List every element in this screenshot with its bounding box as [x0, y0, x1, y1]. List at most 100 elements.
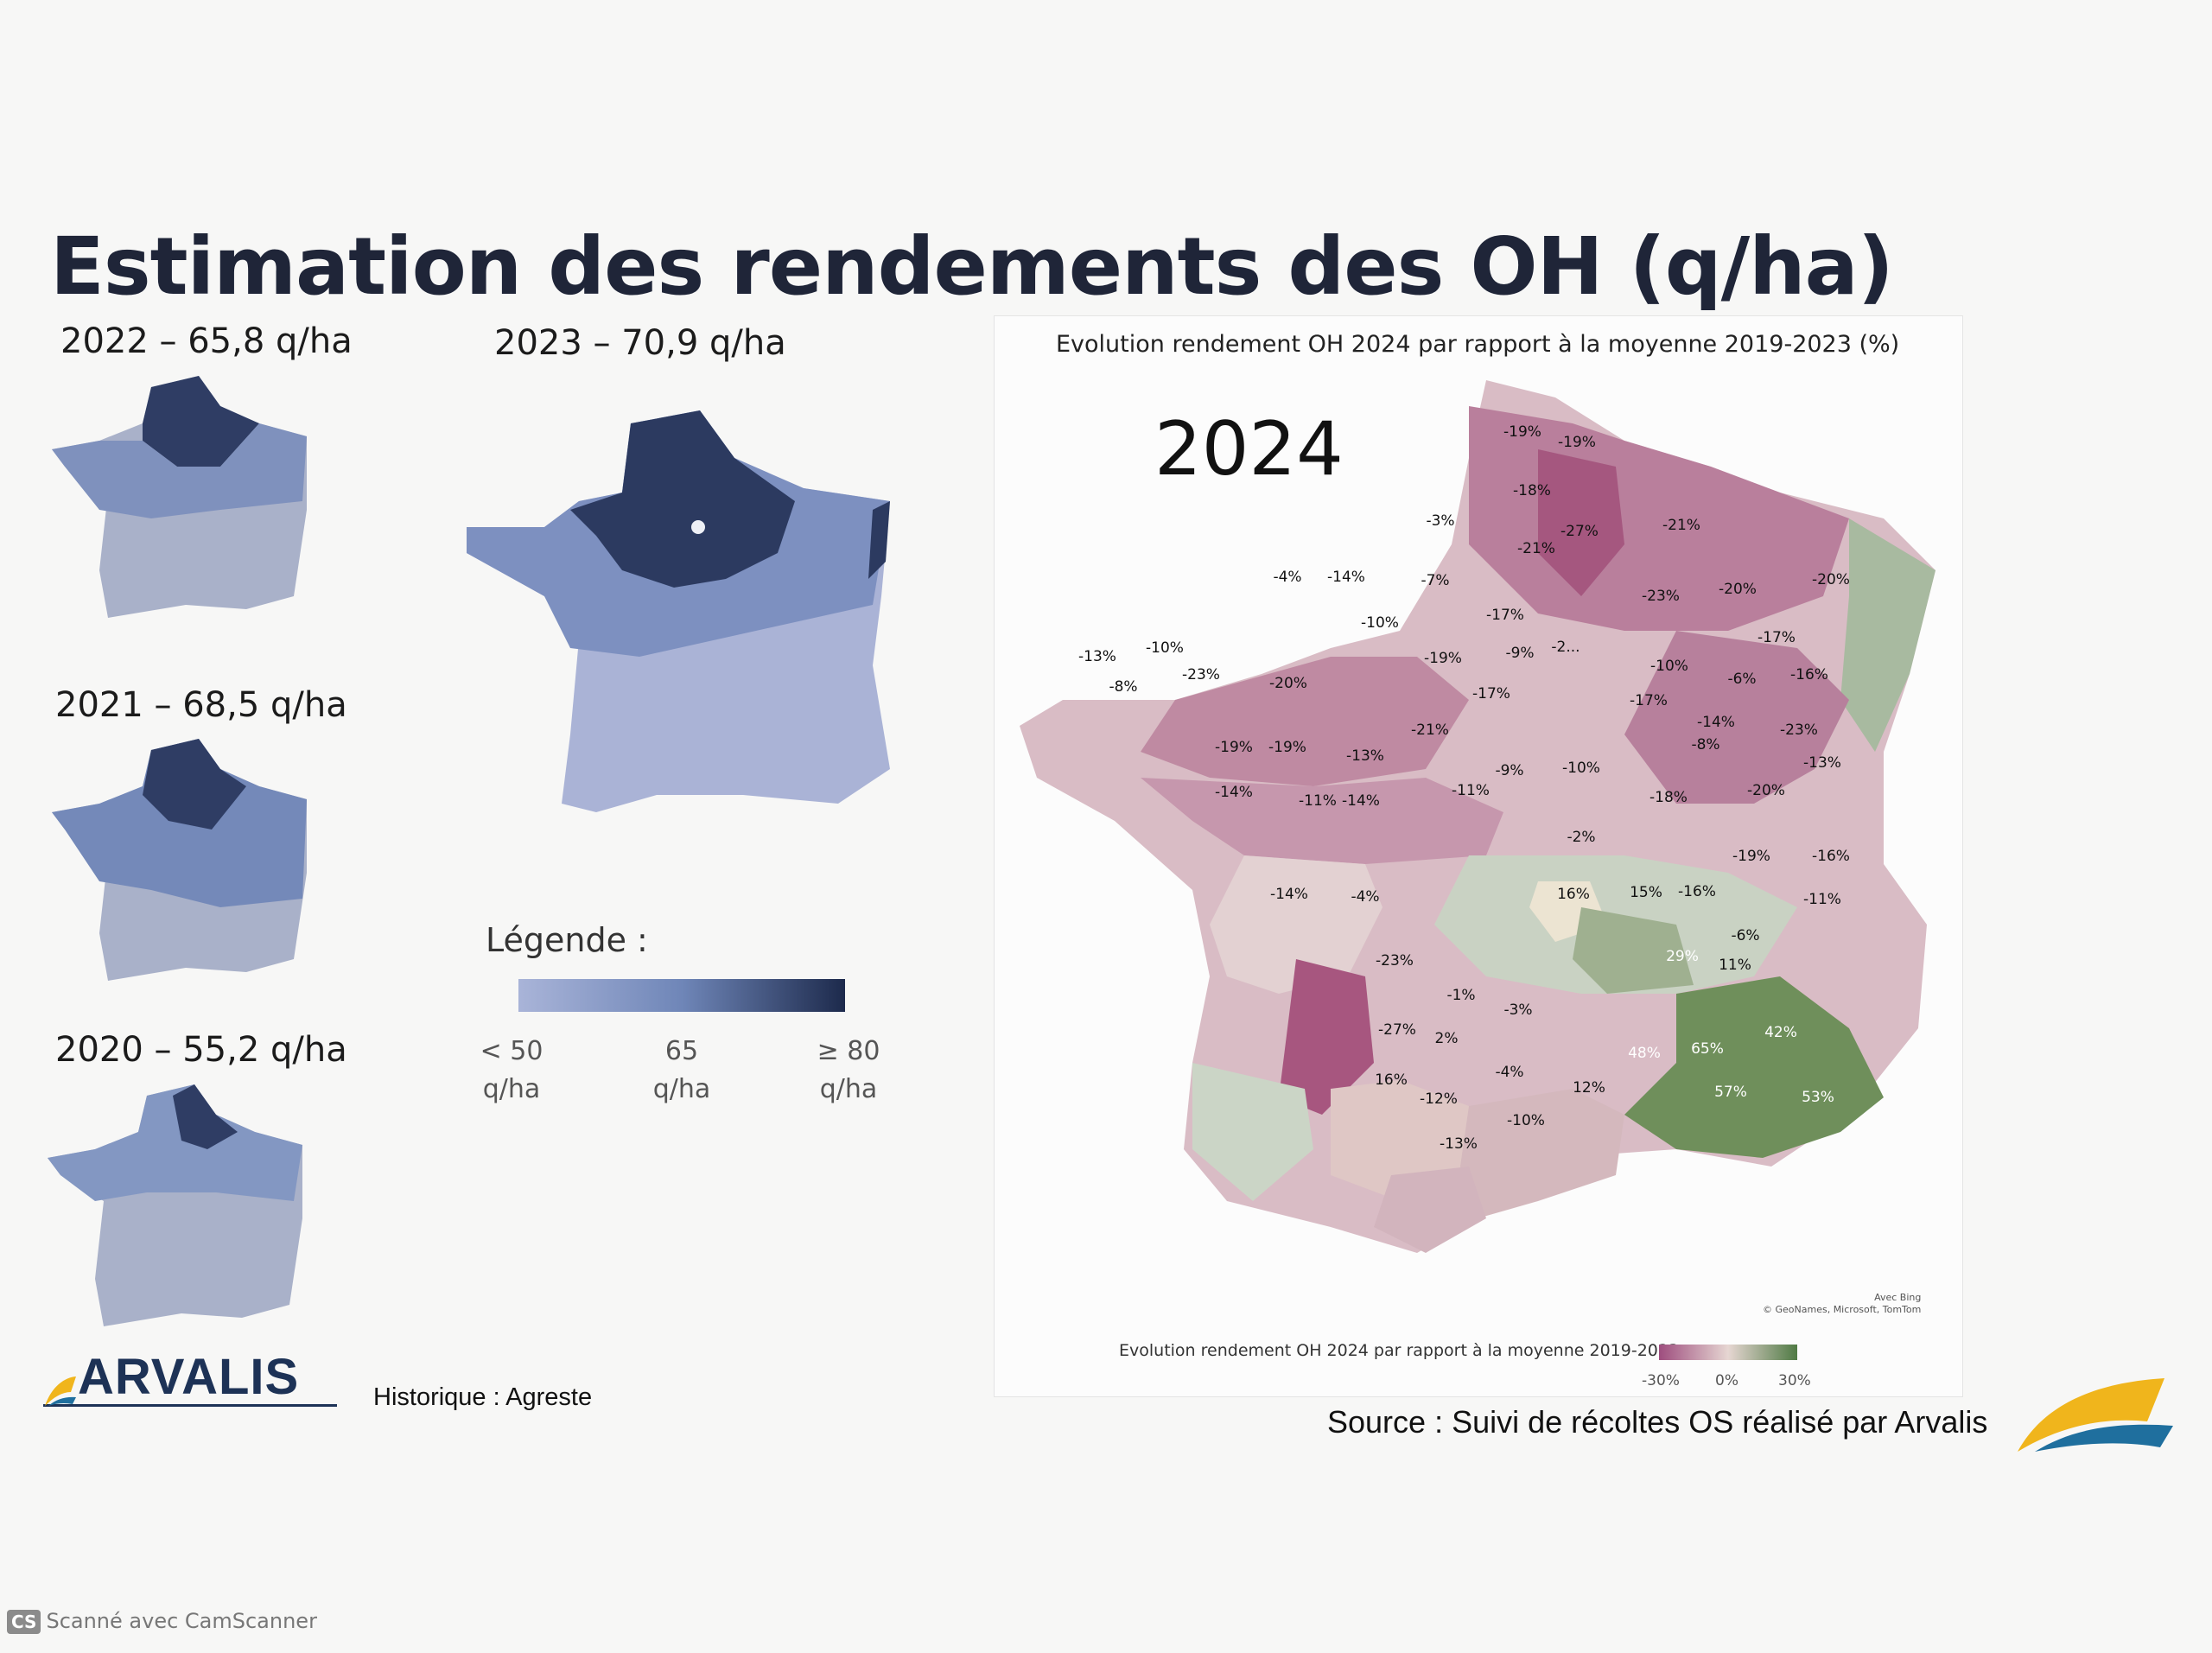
map-2024-title: Evolution rendement OH 2024 par rapport … [1056, 331, 1900, 358]
map-label-2020: 2020 – 55,2 q/ha [55, 1030, 347, 1070]
legend-mid-value: 65 [664, 1036, 699, 1066]
legend-mid-label: 65 q/ha [630, 1033, 734, 1109]
department-value-label: -17% [1486, 607, 1524, 624]
arvalis-logo-icon [45, 1376, 76, 1406]
department-value-label: -12% [1420, 1090, 1458, 1108]
map-2023 [467, 410, 890, 812]
department-value-label: 12% [1573, 1079, 1605, 1097]
scale-mid: 0% [1715, 1372, 1738, 1389]
map-label-2023: 2023 – 70,9 q/ha [494, 323, 786, 363]
department-value-label: -16% [1812, 848, 1850, 865]
department-value-label: 65% [1691, 1040, 1724, 1058]
department-value-label: -19% [1424, 650, 1462, 667]
department-value-label: -23% [1780, 722, 1818, 739]
department-value-label: -21% [1411, 722, 1449, 739]
department-value-label: -23% [1376, 952, 1414, 970]
legend-high-unit: q/ha [819, 1074, 878, 1104]
department-value-label: -1% [1446, 987, 1475, 1004]
department-value-label: -27% [1378, 1021, 1416, 1039]
department-value-label: -10% [1146, 639, 1184, 657]
department-value-label: -19% [1268, 739, 1306, 756]
legend-low-value: < 50 [480, 1036, 543, 1066]
department-value-label: -2% [1567, 829, 1595, 846]
historique-text: Historique : Agreste [373, 1383, 593, 1411]
department-value-label: -18% [1649, 789, 1688, 806]
department-value-label: -9% [1495, 762, 1523, 779]
department-value-label: 53% [1802, 1089, 1834, 1106]
department-value-label: 11% [1719, 957, 1751, 974]
department-value-label: -16% [1678, 883, 1716, 900]
arvalis-swoosh-icon [2018, 1378, 2173, 1452]
department-value-label: -11% [1803, 891, 1841, 908]
map-label-2022: 2022 – 65,8 q/ha [60, 321, 353, 361]
legend-title: Légende : [486, 921, 648, 959]
department-value-label: -17% [1472, 685, 1510, 703]
department-value-label: -8% [1691, 736, 1719, 753]
department-value-label: -17% [1758, 629, 1796, 646]
department-value-label: -11% [1452, 782, 1490, 799]
department-value-label: -20% [1269, 675, 1307, 692]
department-value-label: -14% [1215, 784, 1253, 801]
department-value-label: -6% [1731, 927, 1759, 944]
department-value-label: -13% [1440, 1135, 1478, 1153]
department-value-label: -17% [1630, 692, 1668, 709]
department-value-label: 42% [1764, 1024, 1797, 1041]
scale-min: -30% [1642, 1372, 1680, 1389]
camscanner-badge: CS [7, 1610, 41, 1634]
bottom-legend-title: Evolution rendement OH 2024 par rapport … [1119, 1341, 1680, 1360]
department-value-label: -14% [1342, 792, 1380, 810]
department-value-label: 2% [1435, 1030, 1459, 1047]
department-value-label: -3% [1426, 512, 1454, 530]
department-value-label: -4% [1351, 888, 1379, 906]
department-value-label: -4% [1273, 569, 1301, 586]
source-text: Source : Suivi de récoltes OS réalisé pa… [1327, 1404, 1988, 1440]
legend-low-unit: q/ha [482, 1074, 541, 1104]
department-value-label: -23% [1642, 588, 1680, 605]
camscanner-text: Scanné avec CamScanner [46, 1609, 317, 1633]
department-value-label: -19% [1732, 848, 1770, 865]
camscanner-watermark: CS Scanné avec CamScanner [7, 1609, 317, 1634]
arvalis-logo: ARVALIS [43, 1348, 337, 1407]
department-value-label: -20% [1747, 782, 1785, 799]
department-value-label: -8% [1109, 678, 1137, 696]
legend-high-value: ≥ 80 [817, 1036, 880, 1066]
department-value-label: -9% [1505, 645, 1534, 662]
department-value-label: 15% [1630, 884, 1662, 901]
department-value-label: 16% [1375, 1071, 1408, 1089]
legend-gradient-bar [518, 979, 845, 1012]
map-credit-line1: Avec Bing [1874, 1292, 1922, 1303]
department-value-label: -4% [1495, 1064, 1523, 1081]
department-value-label: -10% [1361, 614, 1399, 632]
map-2022 [52, 376, 307, 618]
department-value-label: -21% [1662, 517, 1700, 534]
map-credit: Avec Bing © GeoNames, Microsoft, TomTom [1763, 1292, 1921, 1316]
department-value-label: -10% [1650, 658, 1688, 675]
department-value-label: -27% [1560, 523, 1599, 540]
department-value-label: 57% [1714, 1084, 1747, 1101]
department-value-label: -10% [1562, 760, 1600, 777]
department-value-label: -2... [1551, 639, 1580, 656]
legend-low-label: < 50 q/ha [460, 1033, 563, 1109]
map-2024: -19% -19% -18% -3% -27% -21% -21% -4% -14% -7% -23… [1020, 380, 1936, 1253]
department-labels: -19% -19% -18% -3% -27% -21% -21% -4% -14% -7% -23… [1078, 423, 1850, 1153]
department-value-label: -13% [1803, 754, 1841, 772]
department-value-label: -13% [1078, 648, 1116, 665]
department-value-label: -7% [1421, 572, 1449, 589]
department-value-label: -14% [1270, 886, 1308, 903]
department-value-label: -3% [1503, 1001, 1532, 1019]
department-value-label: -19% [1503, 423, 1541, 441]
department-value-label: -18% [1513, 482, 1551, 499]
department-value-label: -21% [1517, 540, 1555, 557]
department-value-label: 48% [1628, 1045, 1661, 1062]
department-value-label: -10% [1507, 1112, 1545, 1129]
department-value-label: 29% [1666, 948, 1699, 965]
department-value-label: -23% [1182, 666, 1220, 683]
department-value-label: -13% [1346, 747, 1384, 765]
department-value-label: 16% [1557, 886, 1590, 903]
map-2024-year: 2024 [1154, 406, 1344, 493]
department-value-label: -19% [1215, 739, 1253, 756]
department-value-label: -11% [1299, 792, 1337, 810]
department-value-label: -16% [1790, 666, 1828, 683]
department-value-label: -20% [1719, 581, 1757, 598]
legend-high-label: ≥ 80 q/ha [797, 1033, 900, 1109]
